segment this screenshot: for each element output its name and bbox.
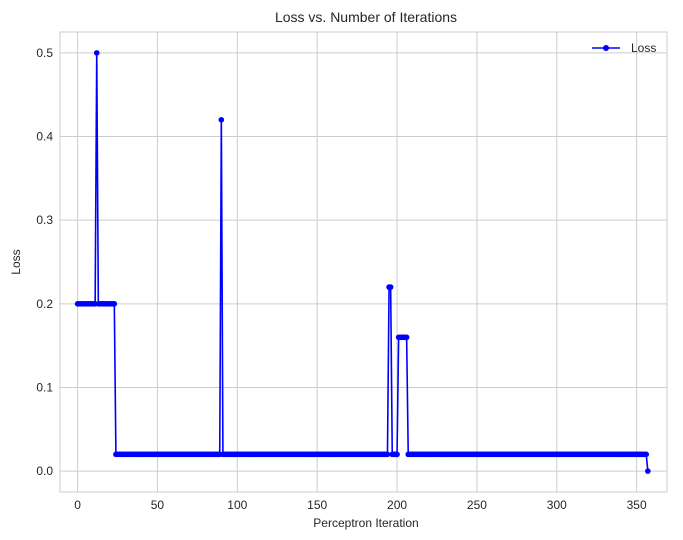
x-axis-label: Perceptron Iteration xyxy=(313,516,418,530)
loss-point xyxy=(645,468,651,474)
legend-marker-swatch xyxy=(603,45,609,51)
x-gridlines xyxy=(77,32,638,492)
chart-title: Loss vs. Number of Iterations xyxy=(275,9,457,25)
series-loss xyxy=(74,50,651,474)
y-tick-label: 0.3 xyxy=(36,213,53,227)
legend-label-loss: Loss xyxy=(631,41,656,55)
loss-line xyxy=(77,52,649,472)
x-tick-labels: 0 50 100 150 200 250 300 350 xyxy=(74,498,647,512)
loss-point xyxy=(403,334,410,341)
x-tick-label: 100 xyxy=(227,498,247,512)
legend: Loss xyxy=(592,41,656,55)
y-gridlines xyxy=(60,52,667,472)
x-tick-label: 0 xyxy=(74,498,81,512)
loss-point xyxy=(93,50,100,56)
loss-point xyxy=(394,451,400,458)
loss-point xyxy=(643,451,650,458)
x-tick-label: 350 xyxy=(627,498,647,512)
plot-frame xyxy=(59,31,668,493)
x-tick-label: 150 xyxy=(307,498,327,512)
loss-point xyxy=(387,284,394,290)
loss-markers xyxy=(74,50,651,474)
y-tick-label: 0.0 xyxy=(36,464,53,478)
y-tick-label: 0.2 xyxy=(36,297,53,311)
y-axis-label: Loss xyxy=(9,249,23,274)
x-tick-label: 300 xyxy=(547,498,567,512)
loss-point xyxy=(111,301,118,307)
y-tick-labels: 0.0 0.1 0.2 0.3 0.4 0.5 xyxy=(36,46,53,478)
x-tick-label: 250 xyxy=(467,498,487,512)
y-tick-label: 0.1 xyxy=(36,380,53,394)
y-tick-label: 0.4 xyxy=(36,130,53,144)
loss-point xyxy=(384,451,391,458)
x-tick-label: 200 xyxy=(387,498,407,512)
loss-point xyxy=(218,117,225,123)
y-tick-label: 0.5 xyxy=(36,46,53,60)
x-tick-label: 50 xyxy=(151,498,165,512)
